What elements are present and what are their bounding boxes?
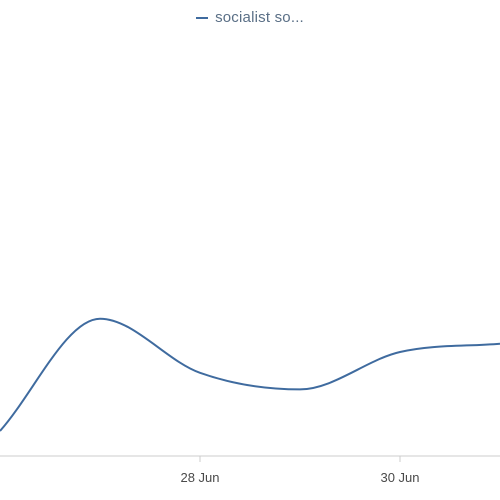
legend-series-label: socialist so... <box>215 9 304 26</box>
legend-swatch <box>196 16 209 19</box>
x-tick-label: 30 Jun <box>380 470 419 485</box>
series-line-socialist <box>0 317 500 432</box>
x-tick-label: 28 Jun <box>180 470 219 485</box>
x-axis-ticks: 28 Jun 30 Jun <box>180 456 420 485</box>
legend[interactable]: socialist so... <box>0 9 500 26</box>
